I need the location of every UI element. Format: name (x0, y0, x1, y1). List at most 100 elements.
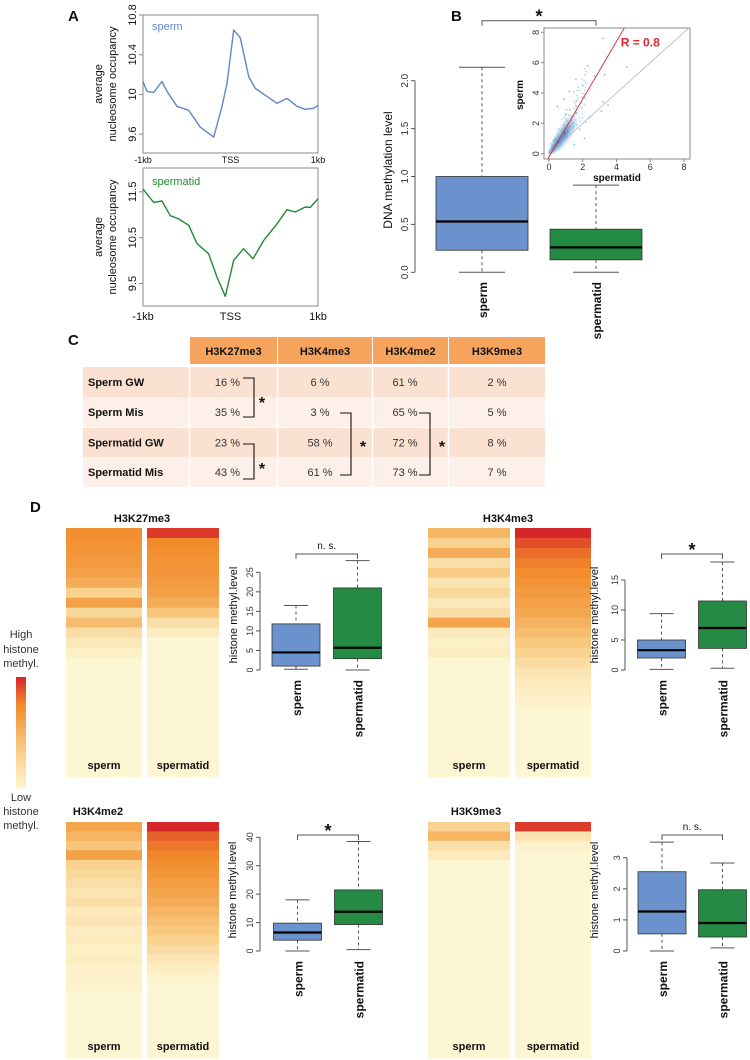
heatmap-row (147, 1029, 219, 1040)
heatmap-row (147, 697, 219, 708)
scatter-point (578, 128, 581, 131)
significance-bracket (243, 377, 255, 418)
y-tick-label: 8 (531, 30, 541, 35)
y-tick-label: 10 (610, 605, 620, 615)
heatmap-row (515, 677, 591, 688)
heatmap-row (66, 667, 142, 678)
y-tick-label: 0 (610, 667, 620, 672)
scatter-point (557, 143, 559, 145)
heatmap-column-sperm (428, 528, 510, 778)
y-tick-label: 20 (245, 889, 255, 899)
column-header (190, 337, 277, 364)
scatter-point (584, 81, 587, 84)
heatmap-row (147, 897, 219, 908)
heatmap-column-label: spermatid (157, 1041, 210, 1053)
x-tick-label: 6 (648, 162, 653, 172)
heatmap-column-label: spermatid (157, 760, 210, 772)
heatmap-row (428, 888, 510, 899)
heatmap-row (147, 647, 219, 659)
heatmap-column-label: sperm (452, 1041, 485, 1053)
heatmap-row (515, 528, 591, 539)
scatter-point (565, 119, 567, 122)
scatter-point (577, 86, 580, 88)
heatmap-row (515, 1020, 591, 1031)
heatmap-row (515, 697, 591, 708)
x-tick-label: -1kb (132, 311, 153, 323)
heatmap-row (147, 627, 219, 639)
scatter-point (571, 128, 573, 131)
y-tick-label: 1.0 (400, 169, 411, 183)
heatmap-row (428, 869, 510, 880)
heatmap-row (428, 954, 510, 965)
panel-title: H3K4me3 (483, 513, 533, 525)
y-tick-label: 11.5 (127, 182, 139, 203)
scatter-point (600, 110, 603, 113)
scatter-point (576, 94, 578, 97)
scatter-point (577, 99, 579, 101)
heatmap-column-label: sperm (452, 760, 485, 772)
y-tick-label: 5 (245, 648, 255, 653)
heatmap-row (66, 916, 142, 927)
heatmap-row (428, 982, 510, 993)
significance-mark: n. s. (683, 822, 702, 833)
significance-mark: * (324, 821, 331, 841)
scatter-point (556, 105, 559, 108)
heatmap-row (66, 831, 142, 842)
scatter-point (551, 144, 553, 146)
heatmap-column-spermatid (515, 528, 591, 778)
heatmap-row (66, 528, 142, 539)
y-axis-label: nucleosome occupancy (107, 26, 119, 141)
interquartile-box (637, 639, 686, 659)
scatter-point (584, 86, 587, 89)
significance-bracket (297, 834, 359, 840)
table-cell: 73 % (392, 467, 417, 479)
heatmap-row (428, 1001, 510, 1012)
heatmap-row (147, 747, 219, 758)
heatmap-row (428, 878, 510, 889)
y-axis-label: average (93, 217, 105, 257)
table-cell: 43 % (215, 467, 240, 479)
y-axis-label: average (93, 64, 105, 104)
scatter-point (555, 140, 557, 142)
heatmap-row (515, 557, 591, 569)
heatmap-row (428, 767, 510, 778)
heatmap-row (515, 822, 591, 833)
heatmap-row (147, 916, 219, 927)
heatmap-row (66, 747, 142, 758)
heatmap-row (66, 587, 142, 599)
heatmap-row (428, 944, 510, 955)
panel-label: B (451, 8, 462, 25)
category-label: sperm (290, 680, 304, 716)
interquartile-box (549, 228, 643, 261)
y-tick-label: 5 (610, 637, 620, 642)
y-tick-label: 2.0 (400, 73, 411, 87)
heatmap-row (515, 991, 591, 1002)
scatter-points (547, 28, 690, 159)
scatter-point (567, 129, 570, 131)
panel-title: H3K4me2 (73, 806, 123, 818)
heatmap-row (428, 627, 510, 639)
panel-label: D (30, 499, 41, 516)
scatter-point (571, 122, 574, 125)
heatmap-row (66, 991, 142, 1002)
fit-line (547, 28, 625, 159)
heatmap-row (66, 567, 142, 579)
heatmap-row (66, 888, 142, 899)
x-tick-label: TSS (220, 311, 241, 323)
legend-low-label: methyl. (3, 820, 38, 832)
legend-high-label: histone (3, 644, 38, 656)
table-cell: 6 % (311, 377, 330, 389)
table-cell: 58 % (307, 438, 332, 450)
heatmap-column-spermatid (147, 822, 219, 1059)
scatter-point (564, 113, 567, 116)
heatmap-row (428, 667, 510, 678)
significance-bracket (481, 20, 597, 26)
heatmap-row (147, 707, 219, 718)
scatter-inset: R = 0.8 0 2 4 6 8 0 2 4 6 8 spermatid sperm (515, 27, 691, 184)
heatmap-row (66, 1010, 142, 1021)
heatmap-row (147, 982, 219, 993)
box-spermatid (334, 841, 383, 951)
heatmap-row (147, 547, 219, 559)
scatter-point (566, 108, 569, 111)
